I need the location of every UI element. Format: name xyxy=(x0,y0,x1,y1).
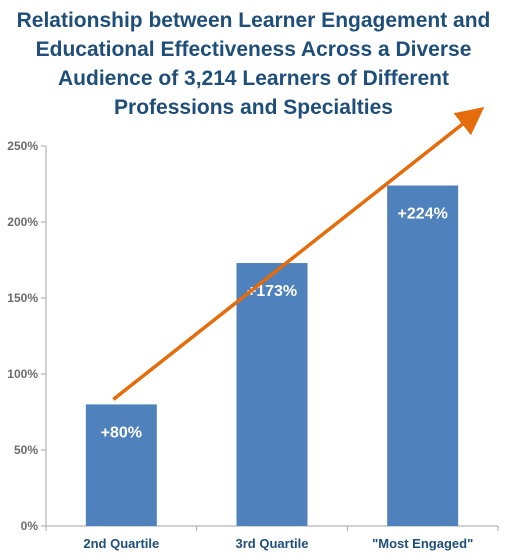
x-category-label: "Most Engaged" xyxy=(372,536,473,551)
y-tick-label: 150% xyxy=(7,291,38,305)
bar-data-label: +173% xyxy=(247,283,297,300)
trend-arrow xyxy=(112,106,485,401)
bar xyxy=(387,185,459,526)
y-tick-label: 250% xyxy=(7,139,38,153)
chart-title: Relationship between Learner Engagement … xyxy=(0,6,507,122)
title-line: Educational Effectiveness Across a Diver… xyxy=(35,38,472,61)
title-line: Professions and Specialties xyxy=(114,96,393,119)
x-category-label: 3rd Quartile xyxy=(236,536,309,551)
title-line: Audience of 3,214 Learners of Different xyxy=(58,67,449,90)
x-category-label: 2nd Quartile xyxy=(83,536,159,551)
y-tick-label: 50% xyxy=(14,443,38,457)
y-tick-label: 0% xyxy=(21,519,39,533)
y-tick-label: 100% xyxy=(7,367,38,381)
bar xyxy=(85,404,157,526)
y-tick-label: 200% xyxy=(7,215,38,229)
bar-data-label: +80% xyxy=(101,424,142,441)
bar xyxy=(236,263,308,526)
title-line: Relationship between Learner Engagement … xyxy=(16,9,491,32)
bar-data-label: +224% xyxy=(398,206,448,223)
